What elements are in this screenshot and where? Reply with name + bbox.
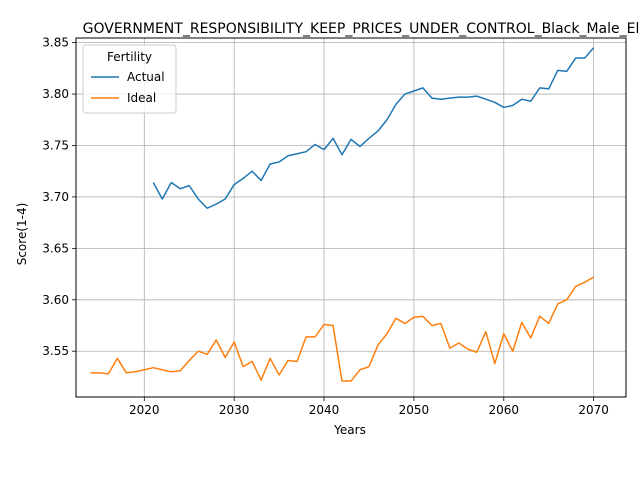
x-tick-label: 2040 [309,403,340,417]
y-axis: 3.55 3.60 3.65 3.70 3.75 3.80 3.85 [42,36,76,358]
grid [76,38,626,397]
x-tick-label: 2070 [578,403,609,417]
y-tick-label: 3.75 [42,138,69,152]
x-tick-label: 2030 [219,403,250,417]
x-tick-label: 2060 [489,403,520,417]
x-tick-label: 2020 [129,403,160,417]
y-tick-label: 3.60 [42,293,69,307]
series-lines [90,47,595,382]
plot-frame [75,37,627,398]
chart-title: GOVERNMENT_RESPONSIBILITY_KEEP_PRICES_UN… [83,21,640,37]
series-line-actual [152,47,595,209]
y-tick-label: 3.85 [42,36,69,50]
series-line-ideal [90,276,595,382]
y-tick-label: 3.55 [42,344,69,358]
x-tick-label: 2050 [399,403,430,417]
legend: Fertility Actual Ideal [82,44,177,114]
legend-box [82,44,177,114]
x-axis: 2020 2030 2040 2050 2060 2070 [129,397,609,417]
legend-label-ideal: Ideal [127,91,156,105]
legend-label-actual: Actual [127,70,165,84]
legend-title: Fertility [107,50,152,64]
x-axis-label: Years [333,423,366,437]
y-tick-label: 3.80 [42,87,69,101]
y-tick-label: 3.65 [42,241,69,255]
y-axis-label: Score(1-4) [15,203,29,266]
y-tick-label: 3.70 [42,190,69,204]
